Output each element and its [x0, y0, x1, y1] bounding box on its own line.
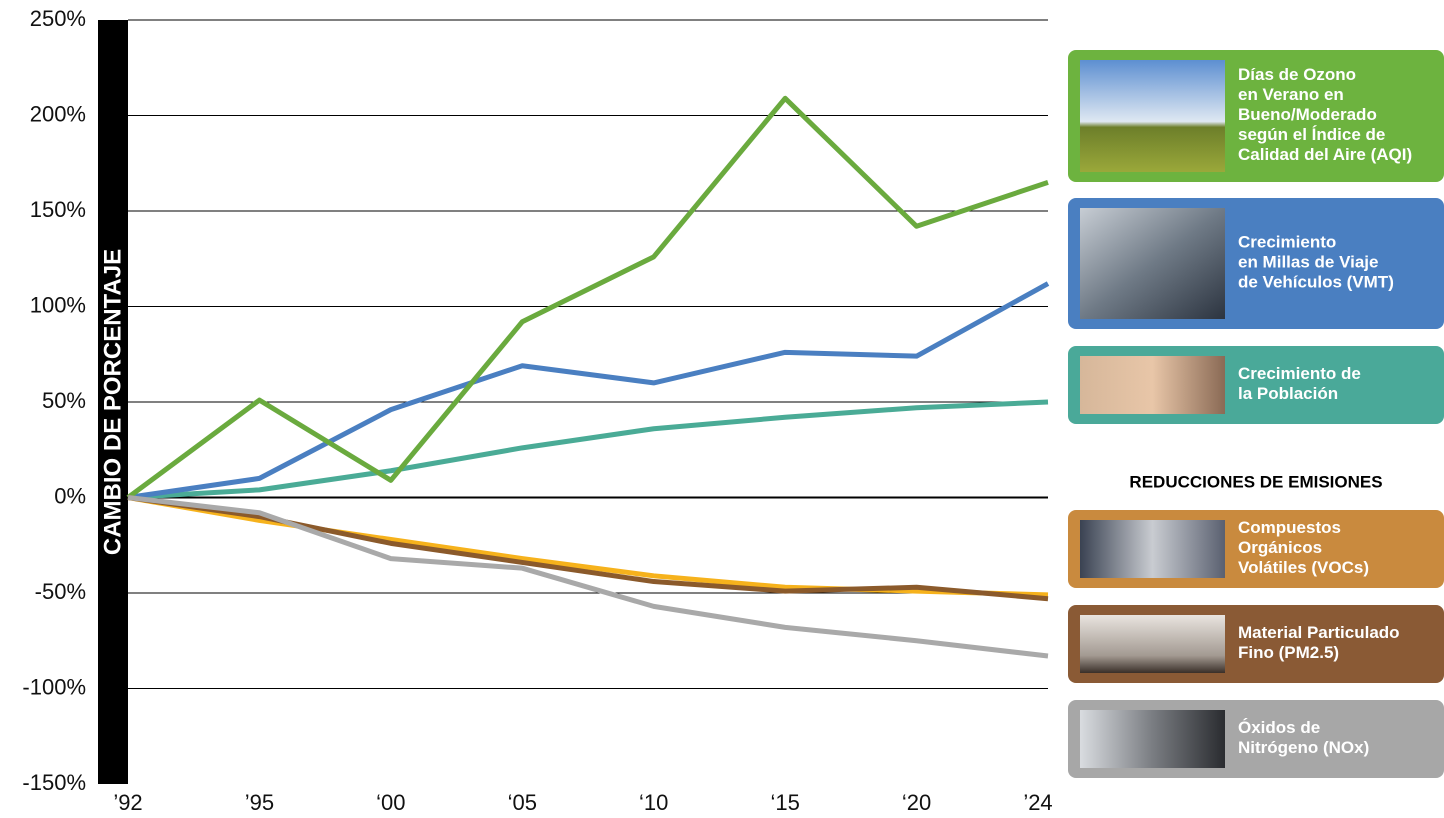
- legend-label: Días de Ozono en Verano en Bueno/Moderado s…: [1238, 65, 1412, 164]
- series-line: [127, 399, 1049, 500]
- legend-image: [1080, 615, 1225, 673]
- x-tick-label: ’24: [1023, 790, 1052, 815]
- series-line: [127, 495, 1049, 659]
- x-tick-label: ‘15: [770, 790, 799, 815]
- axis-band: [98, 20, 128, 784]
- series-line: [126, 95, 1049, 500]
- legend-image: [1080, 60, 1225, 172]
- y-tick-label: 250%: [30, 6, 86, 31]
- legend-label: Crecimiento en Millas de Viaje de Vehículo…: [1238, 233, 1394, 292]
- legend-label: Óxidos de Nitrógeno (NOx): [1238, 718, 1369, 757]
- legend-label: Material Particulado Fino (PM2.5): [1238, 623, 1400, 662]
- y-tick-label: -50%: [35, 579, 86, 604]
- y-tick-label: 200%: [30, 101, 86, 126]
- legend-label: Compuestos Orgánicos Volátiles (VOCs): [1238, 518, 1369, 577]
- x-tick-label: ‘10: [639, 790, 668, 815]
- y-tick-label: -150%: [22, 770, 86, 795]
- x-tick-label: ‘20: [902, 790, 931, 815]
- series-line: [127, 281, 1050, 500]
- y-tick-label: 150%: [30, 197, 86, 222]
- x-tick-label: ’95: [245, 790, 274, 815]
- y-tick-label: 0%: [54, 483, 86, 508]
- y-axis-label: CAMBIO DE PORCENTAJE: [99, 249, 126, 555]
- x-tick-label: ’92: [113, 790, 142, 815]
- legend-heading: REDUCCIONES DE EMISIONES: [1129, 472, 1382, 491]
- legend-image: [1080, 520, 1225, 578]
- y-tick-label: 50%: [42, 388, 86, 413]
- legend-image: [1080, 356, 1225, 414]
- y-tick-label: -100%: [22, 674, 86, 699]
- legend-image: [1080, 710, 1225, 768]
- y-tick-label: 100%: [30, 292, 86, 317]
- series-line: [127, 495, 1049, 598]
- x-tick-label: ‘05: [508, 790, 537, 815]
- x-tick-label: ‘00: [376, 790, 405, 815]
- legend-label: Crecimiento de la Población: [1238, 364, 1361, 403]
- legend-image: [1080, 208, 1225, 319]
